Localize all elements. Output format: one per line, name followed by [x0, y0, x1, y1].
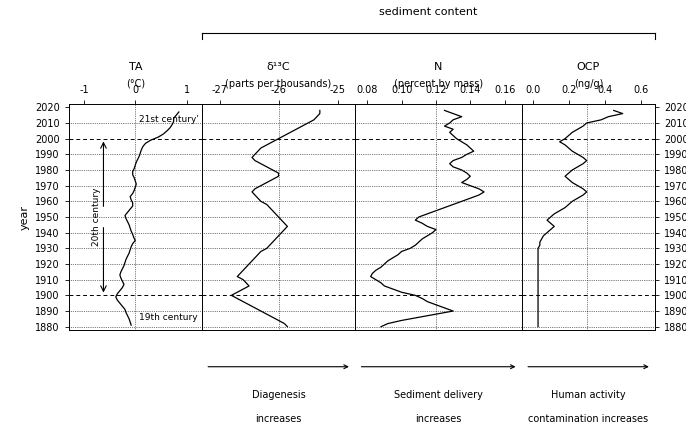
Text: Sediment delivery: Sediment delivery: [394, 390, 483, 400]
Text: TA: TA: [128, 62, 142, 72]
Text: Human activity: Human activity: [551, 390, 626, 400]
Text: 19th century: 19th century: [139, 313, 198, 322]
Text: contamination increases: contamination increases: [528, 414, 648, 424]
Y-axis label: year: year: [19, 204, 29, 230]
Text: increases: increases: [255, 414, 302, 424]
Text: increases: increases: [415, 414, 462, 424]
Text: δ¹³C: δ¹³C: [267, 62, 290, 72]
Text: (percent by mass): (percent by mass): [394, 79, 483, 89]
Text: sediment content: sediment content: [379, 7, 477, 17]
Text: N: N: [434, 62, 442, 72]
Text: (°C): (°C): [126, 79, 145, 89]
Text: OCP: OCP: [577, 62, 600, 72]
Text: 21st centuryʹ: 21st centuryʹ: [139, 115, 199, 125]
Text: (parts per thousands): (parts per thousands): [226, 79, 331, 89]
Text: 20th century: 20th century: [93, 188, 102, 246]
Text: Diagenesis: Diagenesis: [252, 390, 305, 400]
Text: (ng/g): (ng/g): [573, 79, 603, 89]
